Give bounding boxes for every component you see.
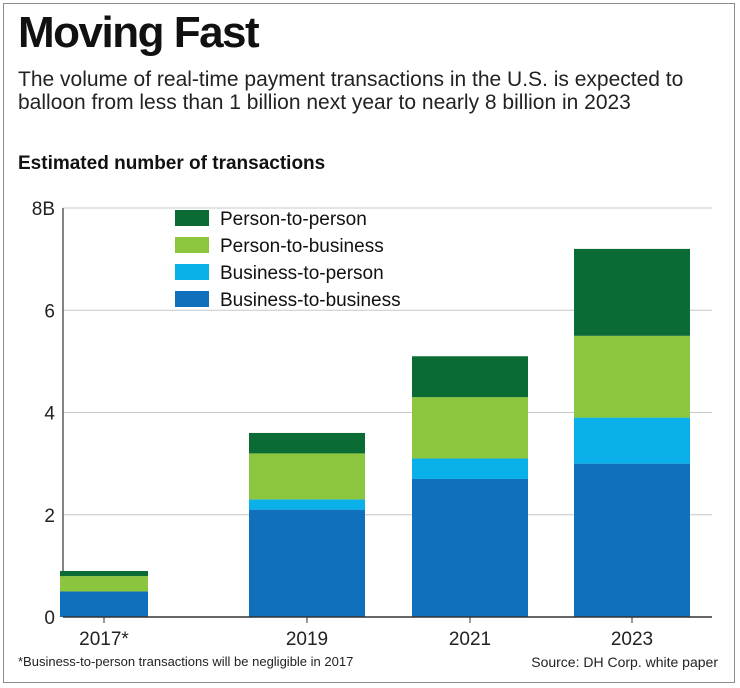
y-tick-label: 2: [44, 506, 55, 527]
bar-segment-business-to-business: [574, 463, 690, 617]
bar-segment-business-to-business: [249, 509, 365, 617]
bar-segment-person-to-person: [574, 248, 690, 336]
legend-swatch: [175, 210, 209, 226]
legend-swatch: [175, 291, 209, 307]
bar-segment-business-to-business: [60, 591, 148, 617]
legend-label: Business-to-person: [220, 263, 384, 284]
legend-swatch: [175, 264, 209, 280]
x-tick-label: 2017*: [79, 629, 129, 650]
y-tick-label: 6: [44, 301, 55, 322]
bar-segment-person-to-business: [412, 397, 528, 459]
bar-segment-person-to-business: [60, 576, 148, 592]
legend-label: Business-to-business: [220, 290, 401, 311]
bar-segment-person-to-person: [60, 570, 148, 577]
y-tick-label: 8B: [32, 199, 55, 220]
chart-subtitle: The volume of real-time payment transact…: [18, 68, 684, 114]
x-tick-label: 2019: [286, 629, 328, 650]
x-tick-label: 2021: [449, 629, 491, 650]
legend-swatch: [175, 237, 209, 253]
footnote: *Business-to-person transactions will be…: [18, 654, 354, 669]
y-axis-label: Estimated number of transactions: [18, 153, 326, 174]
source-note: Source: DH Corp. white paper: [531, 654, 718, 670]
bar-segment-person-to-person: [249, 432, 365, 454]
y-tick-label: 0: [44, 608, 55, 629]
bar-segment-business-to-person: [574, 417, 690, 464]
legend-label: Person-to-person: [220, 209, 367, 230]
legend-label: Person-to-business: [220, 236, 384, 257]
bar-segment-business-to-business: [412, 478, 528, 617]
y-tick-label: 4: [44, 404, 55, 425]
bar-segment-person-to-business: [574, 335, 690, 418]
x-tick-label: 2023: [611, 629, 653, 650]
bar-segment-person-to-person: [412, 356, 528, 398]
bar-segment-business-to-person: [412, 458, 528, 479]
chart-title: Moving Fast: [18, 8, 260, 57]
bar-segment-business-to-person: [249, 499, 365, 510]
bar-segment-person-to-business: [249, 453, 365, 500]
